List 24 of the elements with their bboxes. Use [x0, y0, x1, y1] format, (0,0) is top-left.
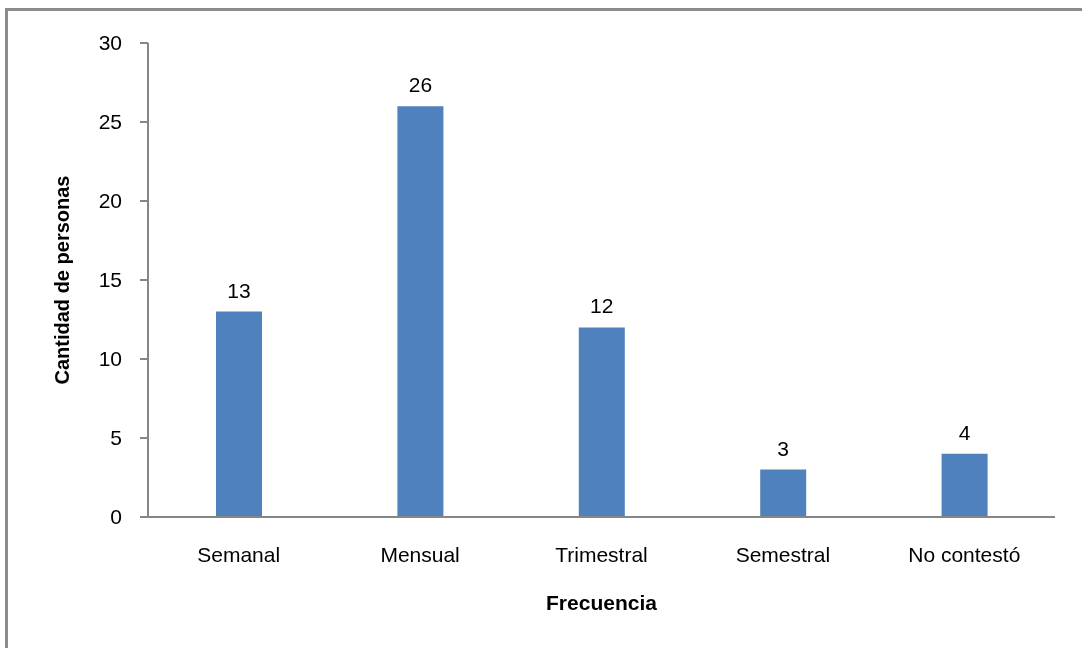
x-tick-label: No contestó — [908, 542, 1021, 566]
bar — [941, 453, 988, 517]
y-tick-label: 15 — [98, 268, 122, 292]
data-label: 26 — [408, 73, 433, 97]
bar — [578, 327, 625, 517]
y-axis-title: Cantidad de personas — [51, 175, 73, 385]
x-tick-label: Trimestral — [555, 542, 648, 566]
y-tick-label: 30 — [98, 31, 122, 55]
x-tick-label: Semanal — [197, 542, 281, 566]
x-tick-label: Semestral — [735, 542, 831, 566]
y-tick-label: 20 — [98, 189, 122, 213]
y-tick-label: 0 — [110, 505, 122, 529]
bar — [760, 469, 807, 517]
y-tick-label: 25 — [98, 110, 122, 134]
x-axis-title: Frecuencia — [546, 591, 658, 614]
data-label: 3 — [777, 436, 790, 460]
x-tick-label: Mensual — [380, 542, 460, 566]
data-label: 4 — [958, 420, 971, 444]
bar — [216, 311, 262, 517]
bar — [397, 106, 444, 517]
y-tick-label: 5 — [110, 426, 122, 450]
data-label: 12 — [590, 294, 614, 318]
y-tick-label: 10 — [98, 347, 122, 371]
data-label: 13 — [227, 278, 251, 302]
